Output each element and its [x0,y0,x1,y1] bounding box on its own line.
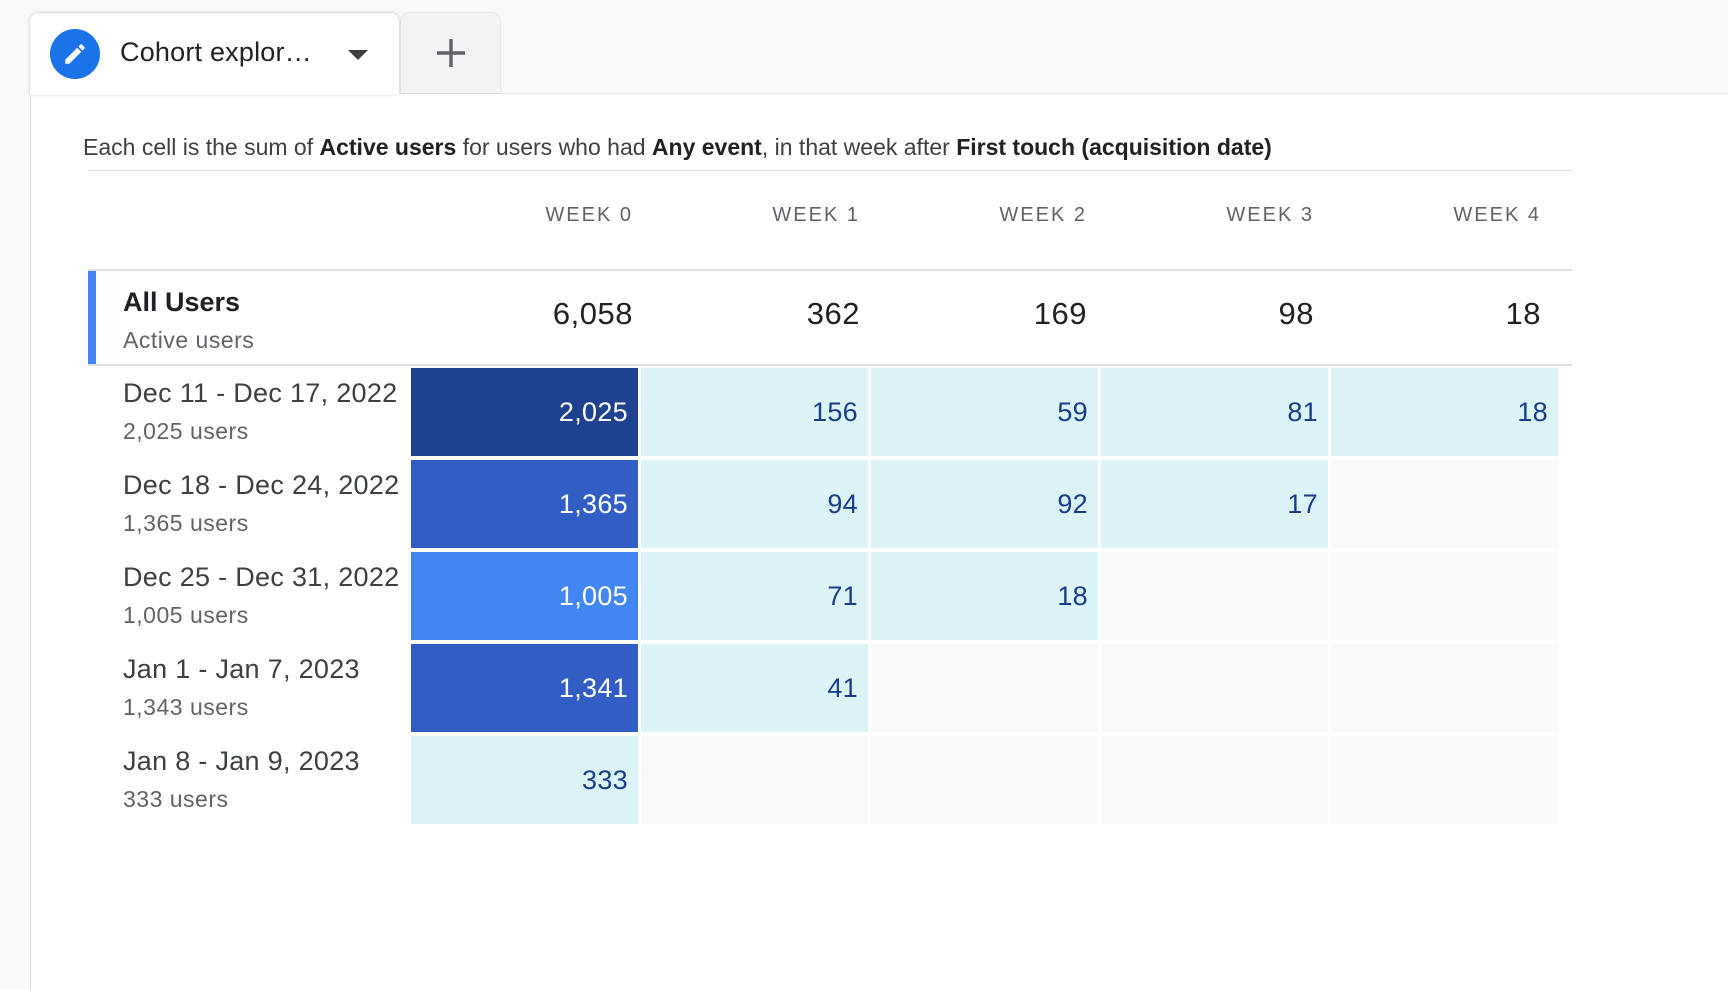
cohort-cell[interactable]: 1,365 [411,460,638,548]
cohort-cell-empty [1101,552,1328,640]
cohort-cell[interactable]: 156 [641,368,868,456]
cohort-cell[interactable]: 2,025 [411,368,638,456]
column-header-week-4: WEEK 4 [1453,204,1541,226]
cohort-row-users: 333 users [123,786,229,812]
column-header-week-1: WEEK 1 [772,204,860,226]
cohort-row-label: Dec 18 - Dec 24, 2022 [123,470,400,500]
cohort-cell-empty [871,736,1098,824]
total-week-4[interactable]: 18 [1505,296,1541,331]
add-tab-button[interactable] [401,13,500,93]
cohort-cell[interactable]: 92 [871,460,1098,548]
cohort-row-label: Jan 1 - Jan 7, 2023 [123,654,360,684]
cohort-row-users: 2,025 users [123,418,249,444]
tab-title[interactable]: Cohort explor… [120,37,312,67]
cohort-cell-empty [1331,736,1558,824]
cohort-cell[interactable]: 18 [1331,368,1558,456]
cohort-cell-empty [1331,460,1558,548]
cohort-description: Each cell is the sum of Active users for… [83,134,1272,160]
pencil-icon[interactable] [50,29,100,79]
total-week-0[interactable]: 6,058 [552,296,633,331]
plus-icon [436,39,465,67]
cohort-cell-empty [1101,644,1328,732]
cohort-row-label: Dec 11 - Dec 17, 2022 [123,378,398,408]
chevron-down-icon[interactable] [348,50,368,60]
metric-name: Active users [319,134,457,160]
cohort-cell[interactable]: 94 [641,460,868,548]
column-header-week-2: WEEK 2 [999,204,1087,226]
cohort-row-users: 1,005 users [123,602,249,628]
cohort-cell-empty [1101,736,1328,824]
cohort-cell[interactable]: 1,341 [411,644,638,732]
column-header-week-3: WEEK 3 [1226,204,1314,226]
cohort-cell-empty [641,736,868,824]
cohort-row-label: Jan 8 - Jan 9, 2023 [123,746,360,776]
cohort-panel: Each cell is the sum of Active users for… [30,93,1728,989]
column-header-week-0: WEEK 0 [545,204,633,226]
cohort-row-label: Dec 25 - Dec 31, 2022 [123,562,400,592]
cohort-cell[interactable]: 71 [641,552,868,640]
totals-subtitle: Active users [123,327,255,353]
divider [88,364,1572,366]
cohort-cell-empty [871,644,1098,732]
cohort-cell[interactable]: 59 [871,368,1098,456]
cohort-cell-empty [1331,644,1558,732]
inclusion-event: Any event [651,134,762,160]
totals-title: All Users [123,287,241,317]
cohort-cell[interactable]: 18 [871,552,1098,640]
total-week-3[interactable]: 98 [1278,296,1314,331]
cohort-cell[interactable]: 333 [411,736,638,824]
totals-accent-bar [88,271,96,364]
total-week-2[interactable]: 169 [1033,296,1087,331]
cohort-cell[interactable]: 17 [1101,460,1328,548]
total-week-1[interactable]: 362 [806,296,860,331]
cohort-cell[interactable]: 81 [1101,368,1328,456]
cohort-cell[interactable]: 41 [641,644,868,732]
cohort-cell-empty [1331,552,1558,640]
divider [88,269,1572,271]
tab-cohort-exploration[interactable]: Cohort explor… [30,13,399,95]
cohort-row-users: 1,365 users [123,510,249,536]
cohort-criteria: First touch (acquisition date) [956,134,1272,160]
divider [88,170,1572,171]
cohort-cell[interactable]: 1,005 [411,552,638,640]
cohort-row-users: 1,343 users [123,694,249,720]
